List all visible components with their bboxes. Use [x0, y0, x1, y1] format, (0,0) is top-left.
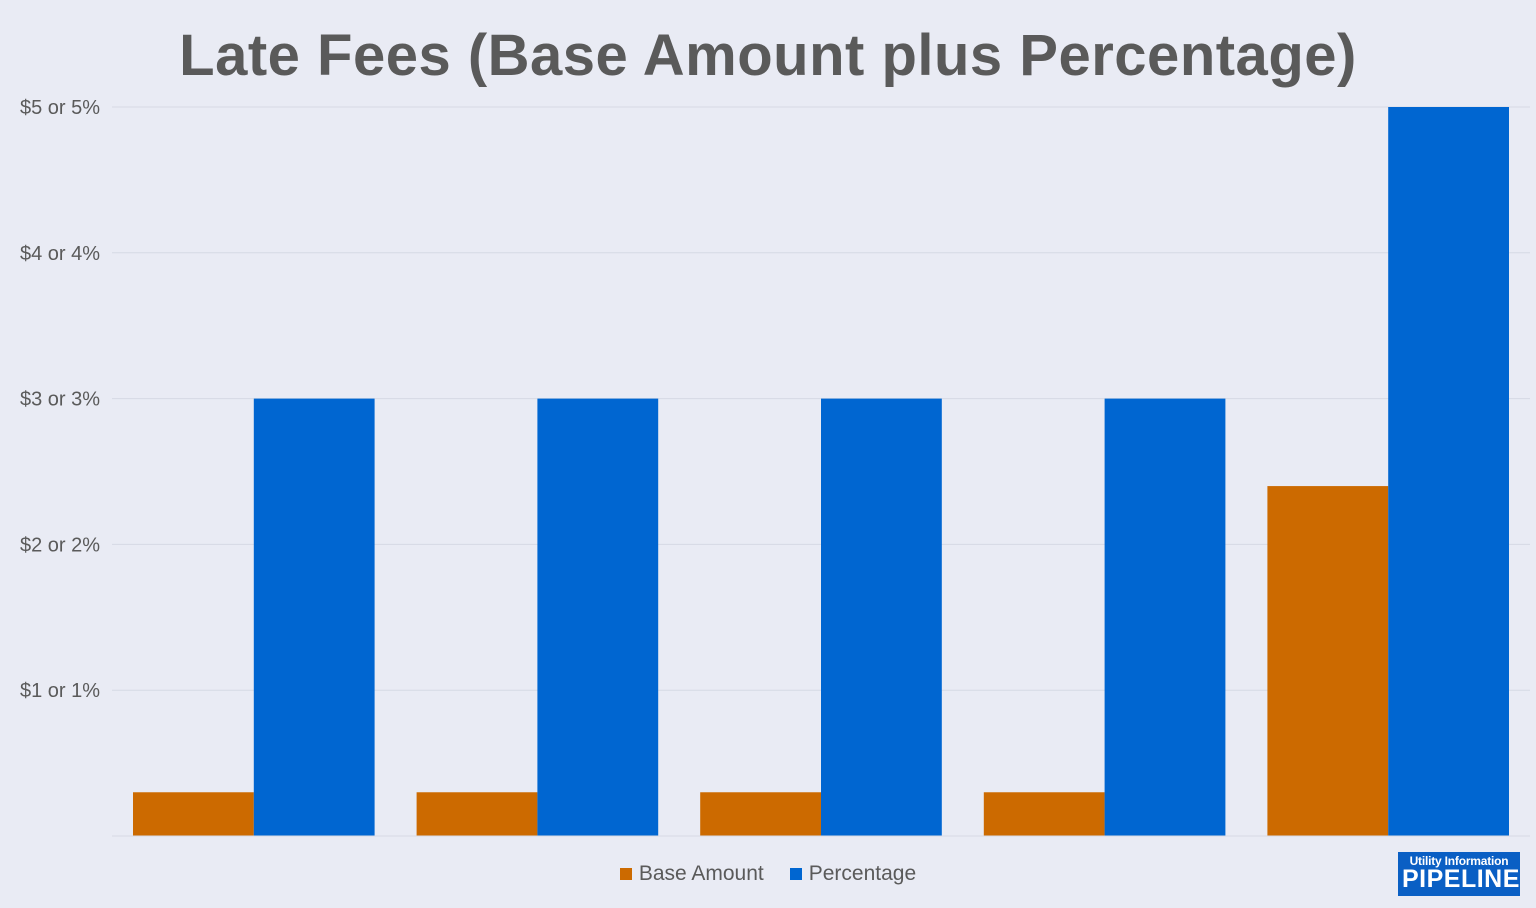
utility-information-pipeline-logo: Utility Information PIPELINE [1398, 852, 1520, 896]
bar-percentage [537, 398, 659, 836]
y-tick-label: $2 or 2% [20, 534, 100, 556]
y-tick-label: $3 or 3% [20, 389, 100, 411]
y-tick-label: $4 or 4% [20, 243, 100, 265]
bar-base-amount [133, 792, 254, 836]
logo-line2: PIPELINE [1402, 865, 1520, 893]
legend-item: Percentage [789, 862, 917, 886]
bar-percentage [821, 398, 942, 836]
bar-percentage [253, 398, 375, 836]
bar-base-amount [416, 792, 538, 836]
legend-item: Base Amount [619, 862, 764, 886]
bars [133, 107, 1509, 836]
legend-swatch [619, 868, 632, 880]
legend-label: Percentage [808, 862, 917, 885]
y-axis-ticks: $1 or 1% $2 or 2% $3 or 3% $4 or 4% $5 or 5% [20, 97, 100, 702]
bar-base-amount [700, 792, 821, 836]
bar-base-amount [983, 792, 1105, 836]
legend-swatch [789, 868, 802, 880]
legend-label: Base Amount [638, 862, 764, 885]
y-tick-label: $5 or 5% [20, 97, 100, 119]
legend: Base Amount Percentage [0, 862, 1536, 886]
bar-percentage [1388, 107, 1509, 836]
bar-percentage [1104, 398, 1226, 836]
logo-line1: Utility Information [1409, 854, 1509, 868]
y-tick-label: $1 or 1% [20, 680, 100, 702]
chart-title: Late Fees (Base Amount plus Percentage) [179, 23, 1357, 88]
bar-base-amount [1267, 486, 1389, 836]
